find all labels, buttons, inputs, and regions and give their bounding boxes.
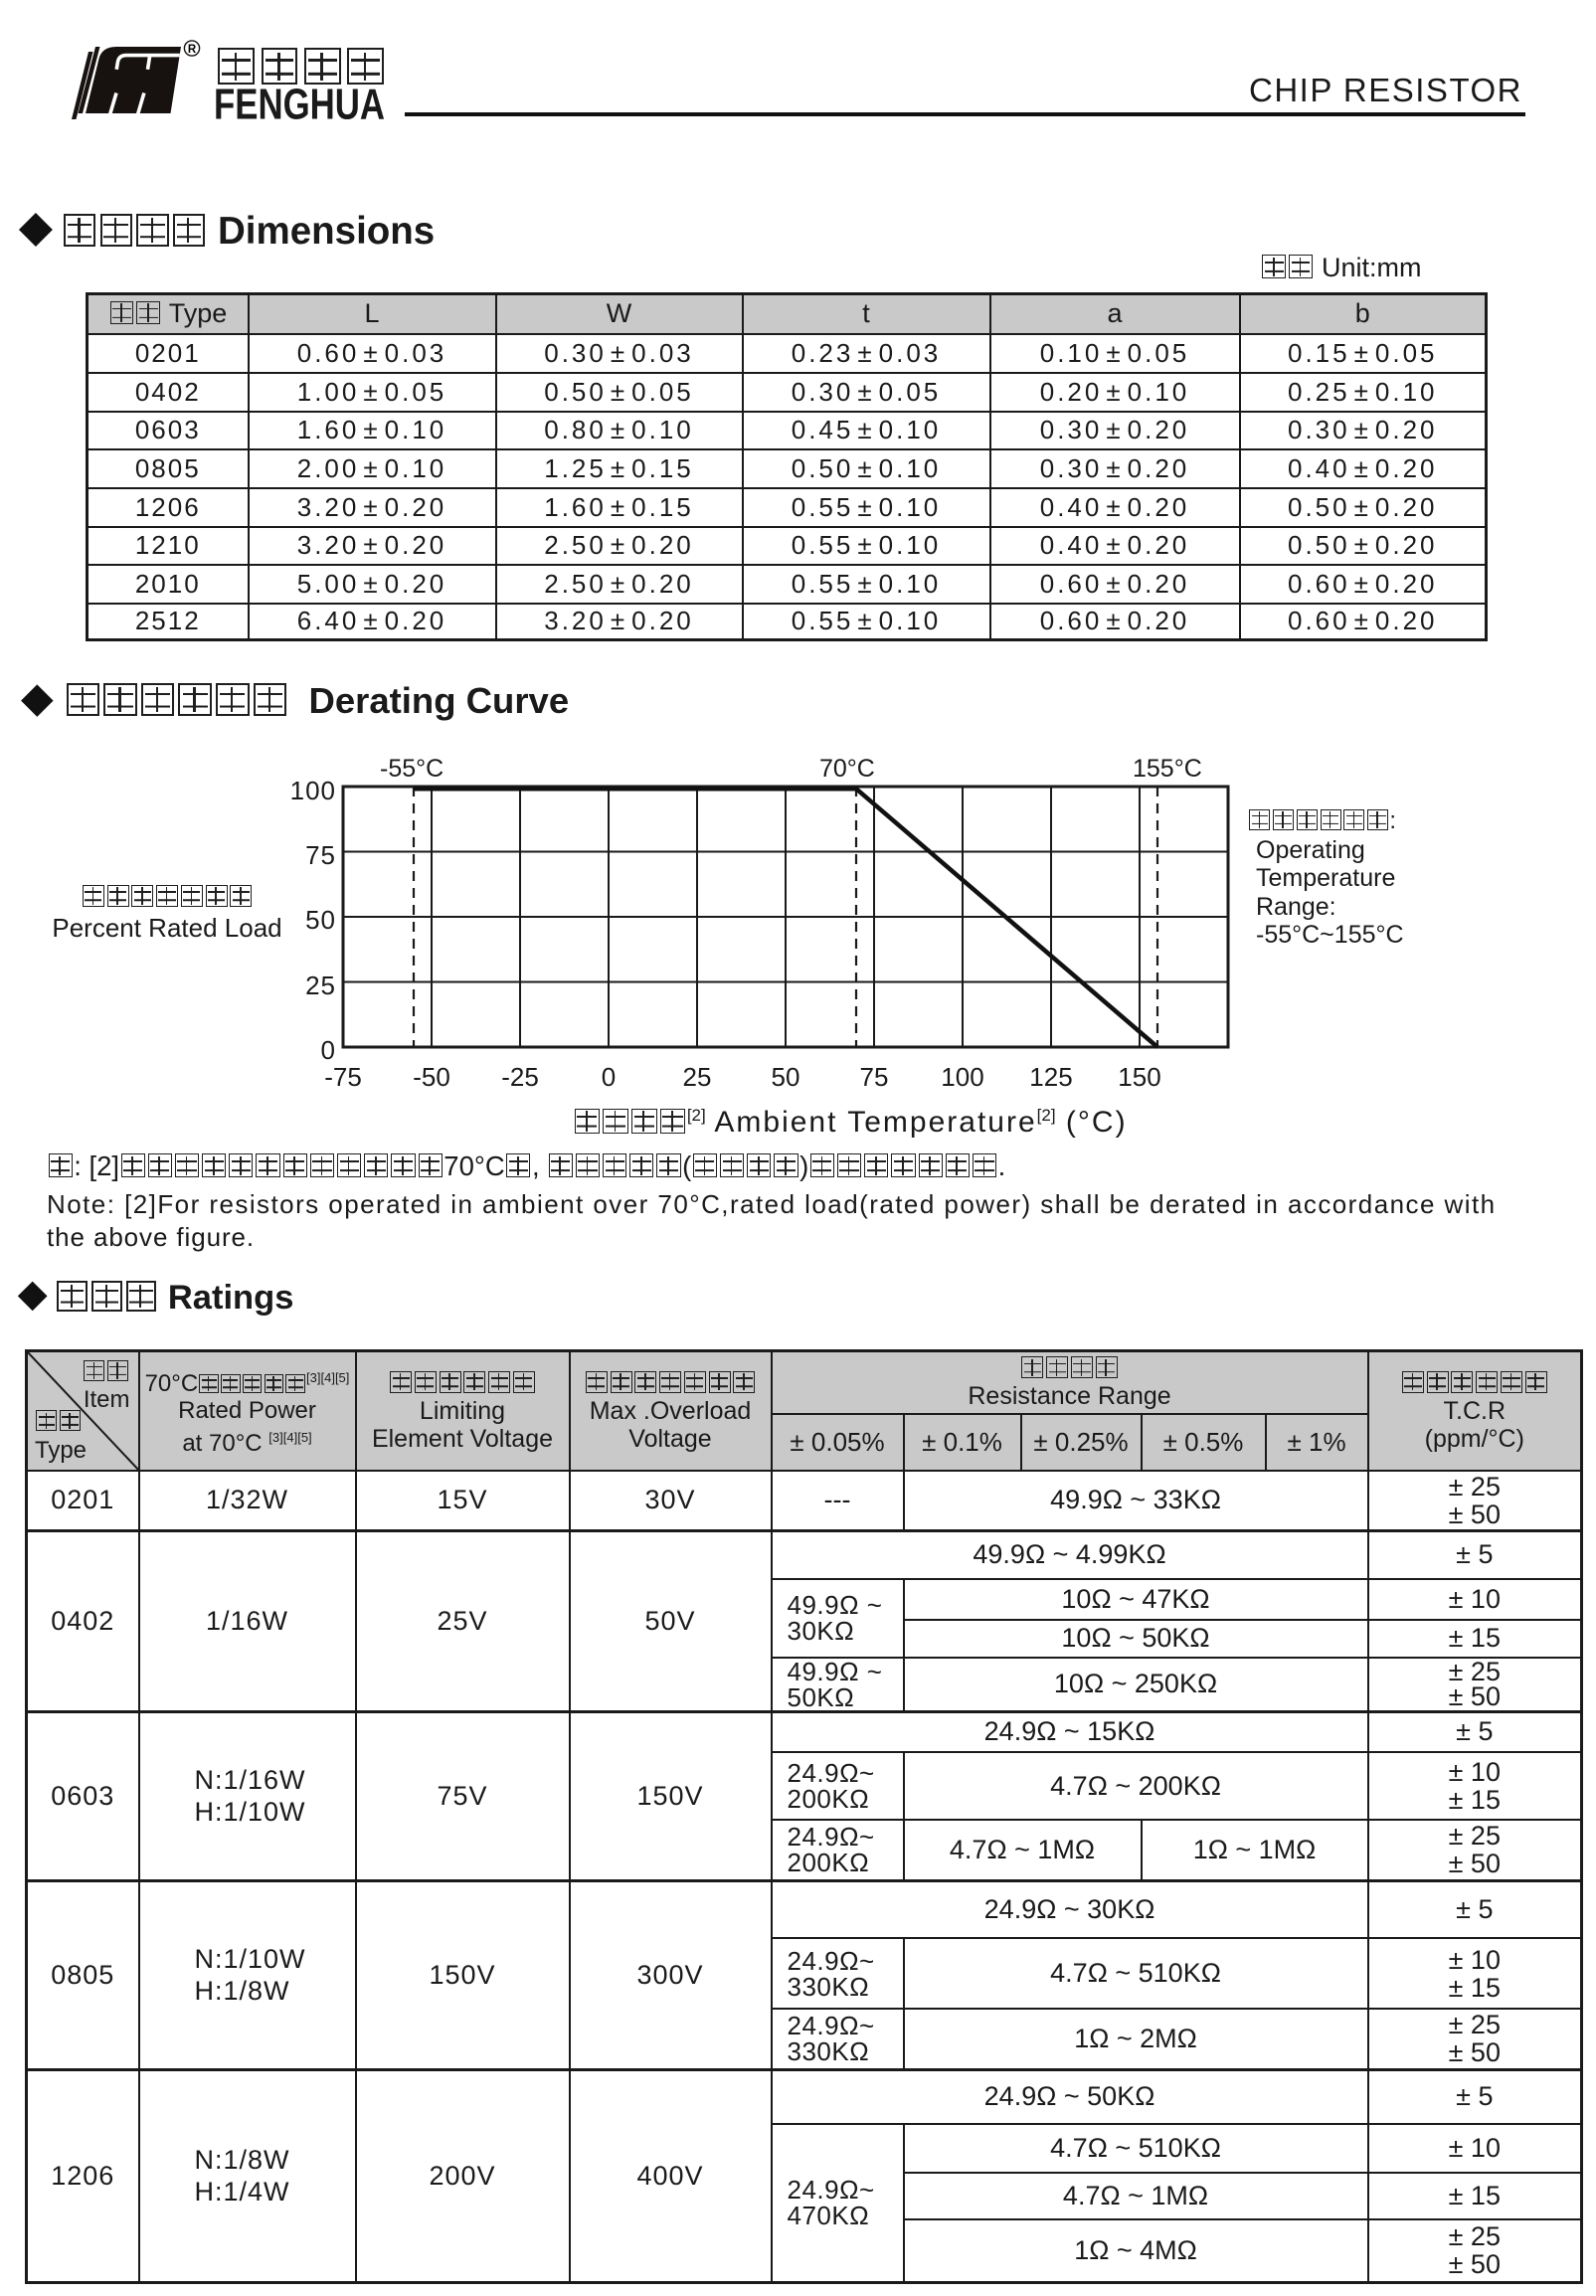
svg-text:R: R <box>188 44 197 56</box>
